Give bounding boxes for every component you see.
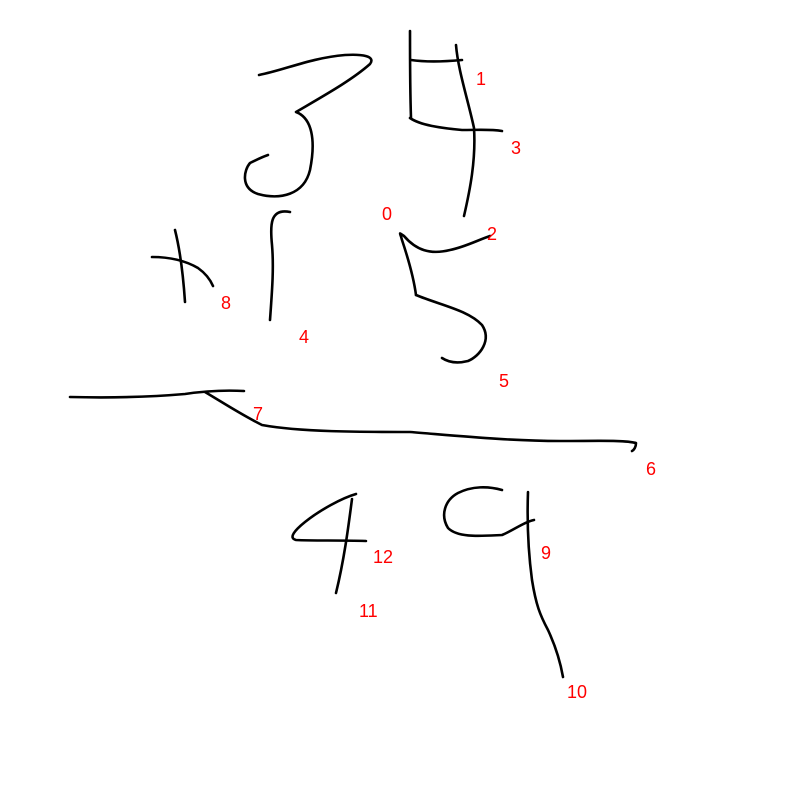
stroke-3 [408, 116, 504, 133]
stroke-7 [68, 389, 246, 399]
plus-vertical-stroke [173, 228, 187, 304]
label-10: 10 [567, 682, 587, 702]
stroke-labels: 0 1 2 3 4 5 6 7 8 9 10 11 12 [221, 69, 656, 702]
digit-three-stroke [243, 53, 373, 198]
label-6: 6 [646, 459, 656, 479]
stroke-9 [442, 486, 536, 538]
stroke-10 [526, 490, 565, 679]
stroke-1 [408, 29, 413, 120]
label-3: 3 [511, 138, 521, 158]
stroke-6 [203, 390, 638, 453]
label-11: 11 [359, 601, 378, 621]
label-2: 2 [487, 224, 497, 244]
label-9: 9 [541, 543, 551, 563]
label-0: 0 [382, 204, 392, 224]
label-1: 1 [476, 69, 486, 89]
plus-horizontal-stroke [150, 255, 215, 288]
label-12: 12 [373, 547, 393, 567]
label-7: 7 [253, 404, 263, 424]
label-5: 5 [499, 371, 509, 391]
label-8: 8 [221, 293, 231, 313]
stroke-12 [291, 492, 368, 543]
label-4: 4 [299, 327, 309, 347]
stroke-0 [398, 232, 492, 297]
stroke-11 [334, 497, 354, 595]
stroke-5 [414, 293, 488, 364]
stroke-group-8 [150, 228, 215, 304]
stroke-4 [268, 210, 292, 322]
stroke-4-top-bar [409, 58, 464, 63]
stroke-2 [454, 43, 476, 218]
